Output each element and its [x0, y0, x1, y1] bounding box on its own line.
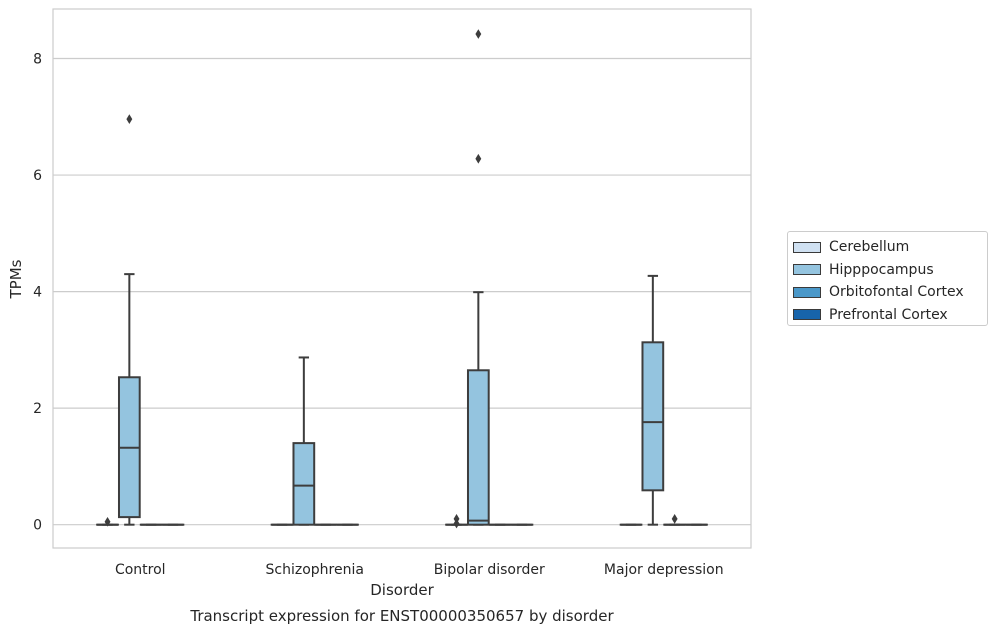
plot-area-frame [52, 8, 752, 549]
outlier-point [453, 514, 460, 524]
x-tick-label: Control [115, 562, 166, 578]
chart-title: Transcript expression for ENST0000035065… [189, 607, 614, 625]
y-tick-label: 2 [33, 401, 42, 417]
legend-label: Cerebellum [829, 239, 910, 256]
x-tick-label: Bipolar disorder [434, 562, 545, 578]
box-iqr [292, 442, 316, 526]
box-hipppocampus [292, 356, 316, 526]
outlier-point [104, 516, 111, 527]
legend-item: Hipppocampus [793, 259, 987, 282]
legend-label: Hipppocampus [829, 261, 934, 278]
y-axis-label: TPMs [7, 259, 25, 299]
box-hipppocampus [466, 29, 490, 526]
box-iqr [641, 341, 665, 492]
box-cerebellum [96, 516, 119, 527]
outlier-point [671, 514, 678, 524]
box-iqr [466, 369, 490, 526]
x-tick-label: Major depression [604, 562, 724, 578]
y-tick-label: 8 [33, 52, 42, 68]
legend-swatch [793, 264, 821, 276]
x-tick-labels: Control Schizophrenia Bipolar disorder Majo… [115, 562, 724, 578]
x-tick-label: Schizophrenia [266, 562, 364, 578]
legend-swatch [793, 241, 821, 253]
legend-swatch [793, 309, 821, 321]
y-tick-label: 4 [33, 285, 42, 301]
legend: Cerebellum Hipppocampus Orbitofontal Corte… [787, 231, 988, 326]
box-orbitofontal-cortex [663, 514, 687, 526]
y-tick-label: 6 [33, 168, 42, 184]
outlier-point [475, 29, 482, 39]
outlier-point [126, 114, 133, 124]
legend-label: Orbitofontal Cortex [829, 284, 964, 301]
y-tick-labels: 0 2 4 6 8 [33, 52, 42, 534]
box-hipppocampus [641, 274, 665, 526]
legend-label: Prefrontal Cortex [829, 306, 948, 323]
legend-item: Orbitofontal Cortex [793, 281, 987, 304]
x-axis-label: Disorder [370, 581, 434, 599]
outlier-point [475, 153, 482, 164]
legend-item: Prefrontal Cortex [793, 304, 987, 327]
legend-item: Cerebellum [793, 236, 987, 259]
legend-swatch [793, 286, 821, 298]
box-cerebellum [445, 514, 468, 529]
y-tick-label: 0 [33, 518, 42, 534]
box-hipppocampus [117, 114, 141, 526]
box-series [96, 29, 708, 529]
